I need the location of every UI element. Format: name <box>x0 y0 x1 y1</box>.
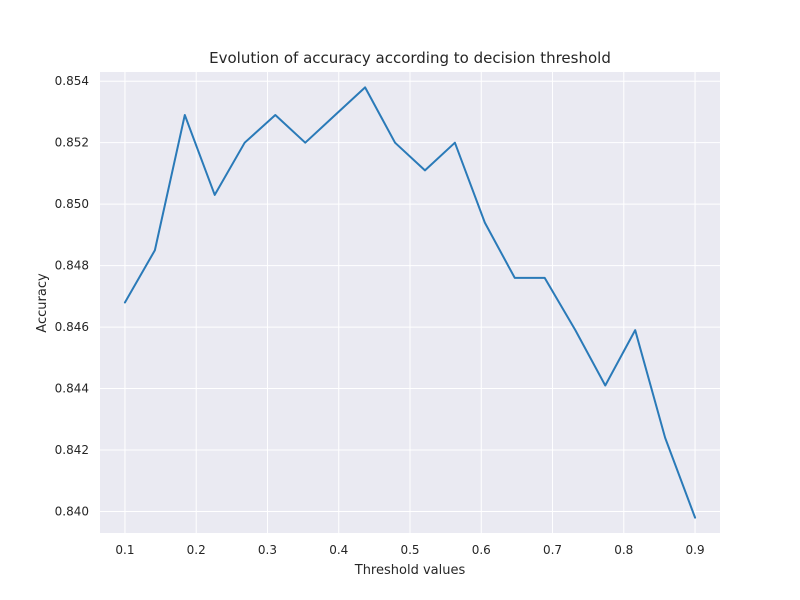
x-tick-label: 0.8 <box>614 543 633 557</box>
y-tick-label: 0.842 <box>55 443 89 457</box>
y-tick-label: 0.844 <box>55 382 89 396</box>
y-tick-label: 0.846 <box>55 320 89 334</box>
accuracy-series-line <box>123 86 697 519</box>
x-tick-label: 0.6 <box>472 543 491 557</box>
y-tick-label: 0.840 <box>55 504 89 518</box>
y-tick-label: 0.852 <box>55 136 89 150</box>
x-tick-label: 0.4 <box>329 543 348 557</box>
chart-title: Evolution of accuracy according to decis… <box>209 49 611 67</box>
y-axis-label: Accuracy <box>35 273 50 333</box>
grid-layer <box>100 72 720 533</box>
x-tick-label: 0.5 <box>400 543 419 557</box>
y-tick-label: 0.848 <box>55 259 89 273</box>
x-tick-label: 0.2 <box>187 543 206 557</box>
x-tick-label: 0.9 <box>686 543 705 557</box>
x-tick-label: 0.3 <box>258 543 277 557</box>
x-tick-label: 0.7 <box>543 543 562 557</box>
x-tick-label: 0.1 <box>115 543 134 557</box>
x-axis-label: Threshold values <box>354 563 466 578</box>
y-tick-label: 0.850 <box>55 197 89 211</box>
series-layer <box>123 86 697 519</box>
tick-layer: 0.1 0.2 0.3 0.4 0.5 0.6 0.7 0.8 0.9 0.840 0.842 0.8… <box>55 74 705 557</box>
y-tick-label: 0.854 <box>55 74 89 88</box>
